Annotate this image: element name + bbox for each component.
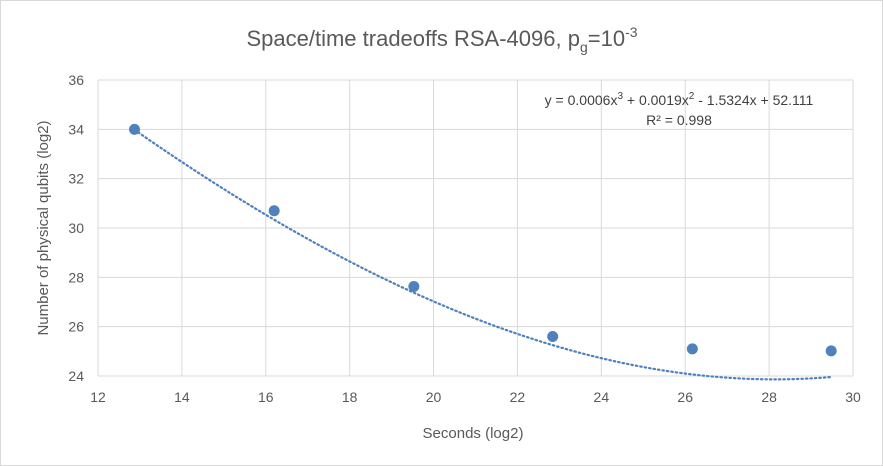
trendline — [133, 128, 833, 381]
x-tick-label: 26 — [677, 389, 693, 405]
y-tick-label: 36 — [68, 72, 84, 88]
y-tick-label: 32 — [68, 171, 84, 187]
equation-term-2: + 0.0019x — [623, 92, 689, 108]
x-axis-title: Seconds (log2) — [423, 425, 524, 442]
trendline-equation: y = 0.0006x3 + 0.0019x2 - 1.5324x + 52.1… — [545, 91, 814, 108]
x-tick-label: 28 — [761, 389, 777, 405]
x-tick-label: 20 — [426, 389, 442, 405]
title-subscript: g — [580, 39, 588, 55]
data-point — [825, 345, 837, 357]
x-tick-label: 18 — [342, 389, 358, 405]
data-point — [686, 343, 698, 355]
y-tick-label: 24 — [68, 368, 84, 384]
x-tick-label: 24 — [594, 389, 610, 405]
equation-exponent-3: 3 — [617, 91, 623, 102]
y-tick-label: 34 — [68, 121, 84, 137]
y-tick-label: 30 — [68, 220, 84, 236]
gridlines — [97, 79, 854, 377]
title-superscript: -3 — [625, 24, 638, 40]
y-tick-label: 26 — [68, 319, 84, 335]
trendline-group — [133, 128, 833, 381]
chart-title: Space/time tradeoffs RSA-4096, pg=10-3 — [246, 24, 637, 55]
y-tick-labels: 24 26 28 30 32 34 36 — [68, 72, 84, 384]
title-suffix: =10 — [588, 26, 625, 51]
data-point — [408, 280, 420, 292]
equation-exponent-2: 2 — [689, 91, 695, 102]
data-point — [547, 331, 559, 343]
data-point — [268, 205, 280, 217]
x-tick-label: 16 — [258, 389, 274, 405]
x-tick-label: 22 — [510, 389, 526, 405]
data-point — [128, 123, 140, 135]
x-tick-labels: 12 14 16 18 20 22 24 26 28 30 — [90, 389, 861, 405]
equation-term-3: - 1.5324x + 52.111 — [694, 92, 813, 108]
x-tick-label: 30 — [845, 389, 861, 405]
x-tick-label: 12 — [90, 389, 106, 405]
r-squared-label: R² = 0.998 — [646, 112, 712, 128]
x-tick-label: 14 — [174, 389, 190, 405]
y-tick-label: 28 — [68, 269, 84, 285]
y-axis-title: Number of physical qubits (log2) — [35, 120, 52, 335]
data-points — [128, 123, 837, 357]
